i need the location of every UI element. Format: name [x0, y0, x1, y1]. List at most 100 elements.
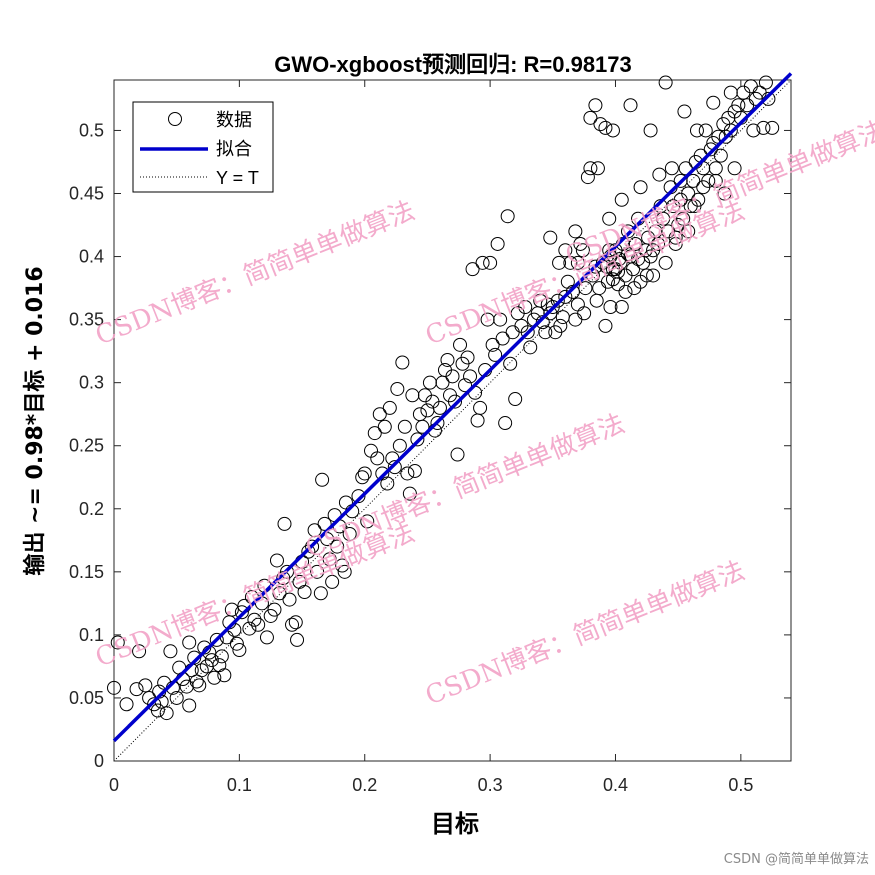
data-point	[668, 230, 683, 245]
data-point	[483, 255, 498, 270]
data-point	[676, 211, 691, 226]
data-point	[229, 636, 244, 651]
data-point	[633, 180, 648, 195]
data-point	[756, 120, 771, 135]
data-point	[370, 451, 385, 466]
reference-line	[113, 79, 792, 762]
data-point	[214, 649, 229, 664]
data-point	[282, 592, 297, 607]
data-point	[590, 161, 605, 176]
reference-line-group	[113, 79, 792, 762]
data-point	[110, 635, 125, 650]
data-point	[583, 161, 598, 176]
legend-label-ref: Y = T	[216, 168, 259, 188]
data-point	[623, 98, 638, 113]
data-point	[614, 192, 629, 207]
data-point	[440, 352, 455, 367]
data-point	[493, 312, 508, 327]
data-point	[169, 690, 184, 705]
data-point	[342, 527, 357, 541]
data-point	[552, 255, 567, 270]
data-point	[397, 419, 412, 434]
data-point	[577, 306, 592, 321]
data-point	[372, 407, 387, 422]
data-point	[290, 632, 305, 647]
data-point	[765, 120, 780, 135]
data-point	[460, 350, 475, 365]
data-point	[681, 224, 696, 239]
data-point	[310, 564, 325, 579]
data-point	[251, 617, 266, 632]
data-point	[658, 75, 673, 90]
data-point	[132, 644, 147, 659]
data-point	[498, 416, 513, 431]
data-point	[182, 635, 197, 650]
plot-area	[107, 72, 793, 762]
data-point	[380, 476, 395, 491]
data-point	[330, 539, 345, 554]
data-point	[297, 585, 312, 600]
data-point	[568, 224, 583, 239]
data-point	[495, 331, 510, 346]
data-point	[621, 247, 636, 262]
legend: 数据 拟合 Y = T	[132, 101, 274, 193]
data-point	[614, 300, 629, 314]
data-point	[558, 289, 573, 304]
data-point	[277, 516, 292, 531]
data-point	[533, 293, 548, 308]
data-point	[163, 644, 178, 659]
data-point	[703, 142, 718, 157]
data-point	[520, 325, 535, 340]
data-point	[565, 284, 580, 299]
data-point	[192, 678, 207, 693]
data-point	[592, 281, 607, 296]
data-point	[465, 262, 480, 277]
x-axis: 0 0.1 0.2 0.3 0.4 0.5	[109, 80, 753, 795]
data-point	[643, 123, 658, 138]
data-point	[450, 447, 465, 462]
data-point	[602, 243, 617, 258]
y-tick-label: 0.25	[69, 436, 104, 456]
data-point	[335, 558, 350, 573]
data-point	[272, 586, 287, 601]
data-point	[234, 605, 249, 620]
data-point	[758, 75, 773, 90]
data-point	[194, 663, 209, 678]
data-point	[400, 466, 415, 481]
data-point	[259, 630, 274, 645]
data-point	[628, 236, 643, 251]
data-point	[698, 123, 713, 138]
data-point	[315, 472, 330, 487]
data-point	[656, 211, 671, 226]
y-tick-label: 0.45	[69, 184, 104, 204]
data-point	[696, 180, 711, 195]
data-point	[317, 516, 332, 531]
data-point	[247, 612, 262, 627]
data-point	[553, 318, 568, 333]
data-point	[488, 347, 503, 362]
data-point	[677, 104, 692, 119]
data-point	[708, 173, 723, 188]
data-point	[588, 98, 603, 113]
data-point	[242, 621, 257, 636]
y-tick-label: 0	[94, 751, 104, 771]
data-point	[395, 355, 410, 370]
data-point	[351, 489, 366, 504]
data-point	[583, 110, 598, 125]
data-point	[432, 400, 447, 415]
data-point	[207, 670, 222, 685]
data-point	[570, 255, 585, 270]
data-point	[453, 337, 468, 352]
data-point	[658, 255, 673, 270]
data-point	[387, 460, 402, 475]
data-point	[377, 419, 392, 434]
data-point	[269, 553, 284, 568]
data-point	[543, 306, 558, 321]
x-tick-label: 0.5	[728, 775, 753, 795]
data-point	[563, 255, 578, 270]
data-point	[717, 186, 732, 201]
data-point	[523, 340, 538, 355]
data-point	[538, 325, 553, 340]
y-tick-label: 0.2	[79, 499, 104, 519]
data-point	[664, 161, 679, 176]
